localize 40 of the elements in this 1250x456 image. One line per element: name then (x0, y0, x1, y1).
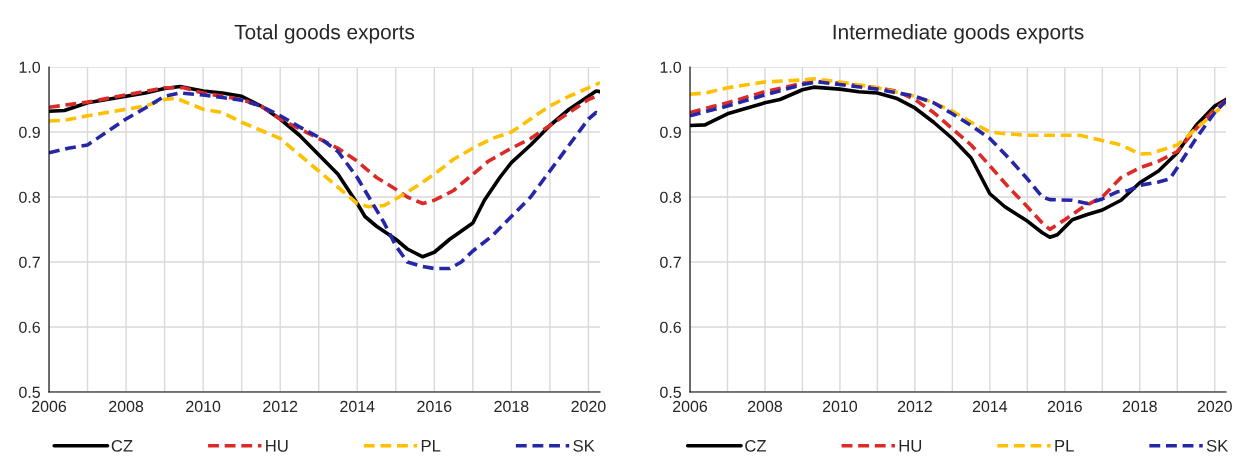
legend-label: SK (573, 439, 595, 452)
y-tick-label: 0.9 (19, 126, 40, 138)
legend-label: PL (1055, 440, 1074, 452)
line-series (690, 76, 1226, 156)
x-tick-label: 2018 (494, 400, 529, 413)
y-tick-label: 0.8 (660, 191, 681, 203)
y-tick-label: 0.9 (660, 126, 681, 138)
y-tick-label: 1.0 (660, 61, 682, 73)
x-tick-label: 2012 (263, 400, 298, 413)
legend-label: PL (421, 440, 441, 452)
x-tick-label: 2014 (972, 400, 1008, 413)
line-series (690, 80, 1226, 206)
x-tick-label: 2010 (822, 400, 858, 413)
x-tick-label: 2010 (186, 400, 221, 413)
legend-label: CZ (745, 439, 767, 452)
x-tick-label: 2014 (340, 400, 375, 413)
x-tick-label: 2018 (1122, 400, 1157, 413)
y-tick-label: 0.6 (19, 321, 40, 333)
y-tick-label: 0.7 (19, 256, 40, 268)
x-tick-label: 2006 (673, 400, 708, 413)
chart-title: Total goods exports (234, 24, 415, 44)
x-tick-label: 2016 (1047, 400, 1082, 413)
y-tick-label: 0.6 (660, 321, 681, 333)
legend-label: HU (899, 440, 922, 452)
legend-label: SK (1206, 439, 1229, 452)
legend-label: HU (266, 440, 288, 452)
y-tick-label: 0.5 (19, 386, 40, 398)
x-tick-label: 2020 (571, 400, 606, 413)
y-tick-label: 0.7 (660, 256, 681, 268)
x-tick-label: 2008 (109, 400, 144, 413)
y-tick-label: 1.0 (19, 61, 41, 73)
legend-label: CZ (111, 439, 133, 452)
x-tick-label: 2020 (1197, 400, 1232, 413)
x-tick-label: 2006 (32, 400, 67, 413)
x-tick-label: 2008 (748, 400, 783, 413)
y-tick-label: 0.5 (660, 386, 681, 398)
x-tick-label: 2012 (897, 400, 932, 413)
chart-title: Intermediate goods exports (833, 24, 1084, 44)
y-tick-label: 0.8 (19, 191, 40, 203)
x-tick-label: 2016 (417, 400, 452, 413)
